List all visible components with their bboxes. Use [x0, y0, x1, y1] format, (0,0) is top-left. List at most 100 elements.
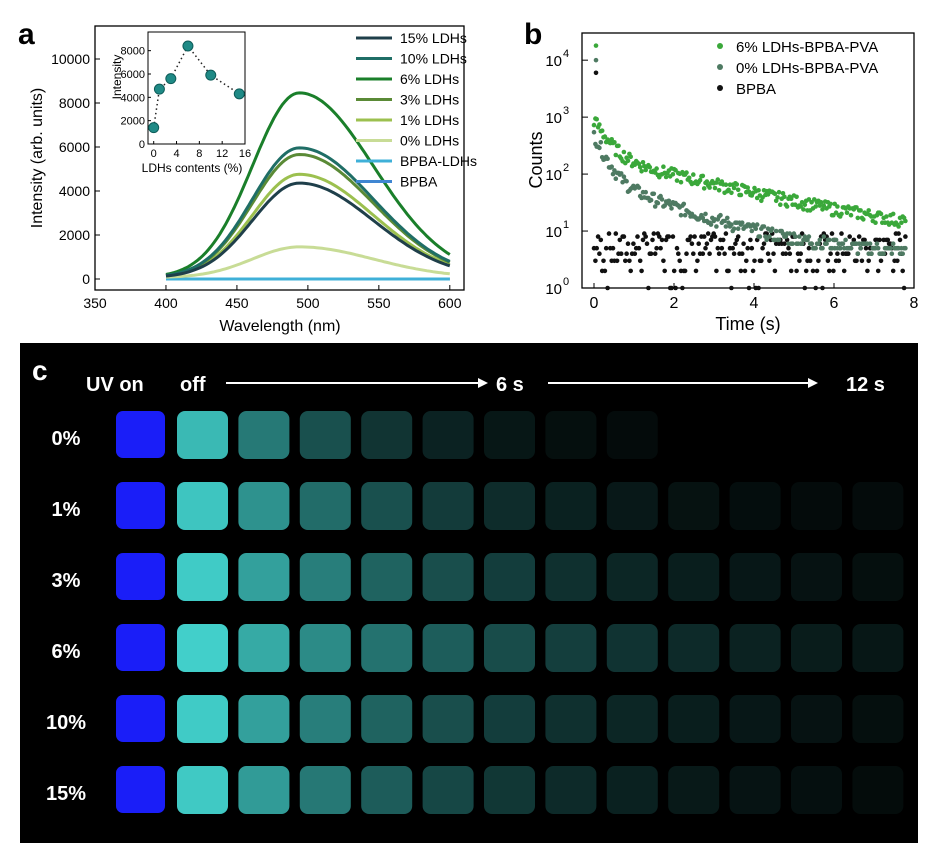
b-point-0-ldhs-bpba-pva — [722, 218, 727, 224]
c-afterglow-sample — [606, 766, 658, 814]
c-afterglow-sample — [361, 411, 413, 459]
b-point-bpba — [636, 245, 642, 251]
b-point-0-ldhs-bpba-pva — [821, 234, 827, 239]
c-afterglow-sample — [545, 553, 597, 601]
c-afterglow-sample — [852, 553, 904, 601]
c-row-label: 1% — [52, 499, 81, 521]
c-afterglow-sample — [606, 553, 658, 601]
b-point-bpba — [637, 258, 643, 264]
b-point-bpba — [847, 234, 852, 239]
a-inset: 0 4 8 12 16 0 2000 4000 6000 8000 LDHs contents … — [110, 31, 251, 175]
b-point-6-ldhs-bpba-pva — [701, 186, 707, 191]
c-afterglow-sample — [668, 624, 720, 672]
b-point-bpba — [799, 231, 805, 236]
b-point-6-ldhs-bpba-pva — [884, 214, 889, 219]
b-point-0-ldhs-bpba-pva — [793, 234, 798, 239]
b-point-bpba — [627, 258, 632, 264]
inset-point — [153, 83, 165, 95]
b-point-bpba — [828, 251, 833, 256]
b-point-bpba — [692, 234, 697, 239]
a-x-tick-label: 500 — [296, 295, 320, 311]
b-point-bpba — [771, 251, 776, 256]
c-afterglow-sample — [238, 766, 290, 814]
b-point-0-ldhs-bpba-pva — [666, 198, 672, 204]
b-point-6-ldhs-bpba-pva — [663, 174, 669, 180]
b-point-6-ldhs-bpba-pva — [647, 164, 653, 170]
c-sample-grid: 0% 1% 3% 6% 10% 15% — [46, 411, 904, 814]
b-point-6-ldhs-bpba-pva — [726, 187, 731, 193]
b-point-6-ldhs-bpba-pva — [593, 43, 599, 48]
c-header-off: off — [180, 374, 206, 396]
inset-y-label: Intensity — [110, 55, 124, 100]
b-point-bpba — [854, 258, 859, 264]
b-point-6-ldhs-bpba-pva — [858, 208, 863, 213]
b-point-6-ldhs-bpba-pva — [854, 205, 859, 210]
c-row-label: 10% — [46, 712, 86, 734]
b-point-0-ldhs-bpba-pva — [827, 237, 832, 243]
b-point-0-ldhs-bpba-pva — [659, 197, 665, 202]
b-point-bpba — [639, 268, 644, 274]
b-point-bpba — [731, 251, 737, 256]
b-y-tick-exponent: 1 — [563, 219, 569, 231]
c-afterglow-sample — [729, 624, 781, 672]
b-point-bpba — [623, 258, 628, 264]
b-point-bpba — [761, 241, 767, 246]
c-afterglow-sample — [791, 695, 842, 743]
b-x-tick-label: 8 — [910, 295, 919, 312]
c-afterglow-sample — [729, 695, 781, 743]
b-point-0-ldhs-bpba-pva — [787, 231, 793, 236]
c-afterglow-sample — [729, 766, 781, 814]
b-point-bpba — [610, 245, 616, 251]
b-point-bpba — [767, 258, 772, 264]
b-point-0-ldhs-bpba-pva — [797, 234, 802, 239]
b-point-6-ldhs-bpba-pva — [723, 182, 729, 187]
b-point-bpba — [693, 268, 699, 274]
b-point-0-ldhs-bpba-pva — [833, 237, 839, 243]
b-point-bpba — [682, 268, 688, 274]
b-point-6-ldhs-bpba-pva — [835, 204, 840, 209]
b-point-bpba — [625, 241, 631, 246]
b-point-bpba — [695, 258, 700, 264]
c-afterglow-sample — [484, 411, 535, 459]
b-point-0-ldhs-bpba-pva — [837, 245, 843, 251]
b-point-0-ldhs-bpba-pva — [725, 215, 730, 221]
b-point-bpba — [735, 234, 741, 239]
b-point-6-ldhs-bpba-pva — [776, 189, 782, 195]
b-y-tick-exponent: 0 — [563, 276, 569, 288]
c-afterglow-sample — [361, 482, 413, 530]
b-point-bpba — [765, 251, 771, 256]
b-point-bpba — [657, 234, 662, 239]
b-point-0-ldhs-bpba-pva — [597, 145, 602, 151]
b-point-0-ldhs-bpba-pva — [610, 171, 616, 177]
b-point-bpba — [606, 231, 612, 236]
b-point-bpba — [748, 237, 753, 243]
panel-c: c UV on off 6 s 12 s 0% 1% 3% 6% 10% 15% — [20, 343, 918, 843]
b-point-0-ldhs-bpba-pva — [621, 174, 627, 179]
b-point-bpba — [646, 285, 651, 291]
b-point-0-ldhs-bpba-pva — [591, 129, 597, 135]
b-point-6-ldhs-bpba-pva — [818, 200, 824, 205]
b-point-bpba — [783, 251, 789, 256]
b-legend-label: BPBA — [736, 81, 776, 98]
c-row-label: 15% — [46, 783, 86, 805]
b-x-tick-label: 0 — [590, 295, 599, 312]
b-point-0-ldhs-bpba-pva — [903, 245, 908, 251]
c-afterglow-sample — [299, 411, 351, 459]
b-point-0-ldhs-bpba-pva — [678, 212, 684, 218]
b-point-0-ldhs-bpba-pva — [820, 245, 825, 251]
c-afterglow-sample — [361, 624, 413, 672]
b-point-bpba — [628, 268, 633, 274]
b-point-0-ldhs-bpba-pva — [669, 206, 674, 211]
b-point-bpba — [738, 268, 744, 274]
b-point-bpba — [813, 285, 818, 291]
c-afterglow-sample — [668, 482, 720, 530]
c-afterglow-sample — [484, 482, 535, 530]
b-point-bpba — [651, 231, 657, 236]
a-y-ticks: 0 2000 4000 6000 8000 10000 — [51, 51, 100, 287]
c-afterglow-sample — [729, 482, 781, 530]
b-point-0-ldhs-bpba-pva — [855, 251, 861, 256]
c-afterglow-sample — [484, 766, 535, 814]
b-point-0-ldhs-bpba-pva — [764, 237, 769, 243]
b-point-bpba — [797, 258, 802, 264]
b-point-0-ldhs-bpba-pva — [773, 228, 779, 234]
